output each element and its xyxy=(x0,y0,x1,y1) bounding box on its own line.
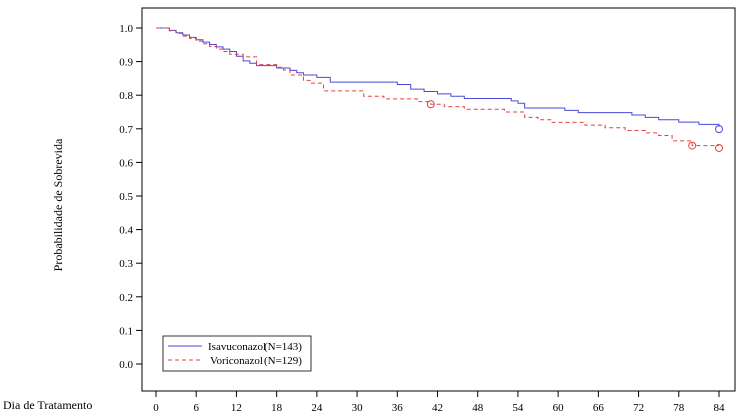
x-tick-label: 84 xyxy=(714,402,726,414)
x-tick-label: 54 xyxy=(512,402,524,414)
y-tick-label: 0.9 xyxy=(119,57,133,69)
x-tick-label: 24 xyxy=(311,402,323,414)
x-tick-label: 60 xyxy=(553,402,565,414)
x-tick-label: 30 xyxy=(352,402,364,414)
x-tick-label: 6 xyxy=(193,402,199,414)
y-tick-label: 0.3 xyxy=(119,258,133,270)
y-tick-label: 0.8 xyxy=(119,90,133,102)
y-axis: 0.0 0.1 0.2 0.3 0.4 0.5 0.6 0.7 0.8 0.9 1.0 xyxy=(119,8,143,391)
censor-marker-voriconazol xyxy=(715,143,723,152)
x-tick-label: 0 xyxy=(153,402,159,414)
x-tick-label: 12 xyxy=(231,402,242,414)
legend-box xyxy=(162,335,312,372)
y-tick-label: 0.5 xyxy=(119,191,133,203)
legend-n-isavuconazol: (N=143) xyxy=(264,341,302,353)
censor-markers xyxy=(426,100,723,152)
series-line-voriconazol xyxy=(156,27,719,147)
legend-label-isavuconazol: Isavuconazol xyxy=(208,341,266,353)
y-tick-label: 0.2 xyxy=(119,292,133,304)
y-tick-label: 1.0 xyxy=(119,23,133,35)
y-tick-label: 0.1 xyxy=(119,325,133,337)
y-tick-label: 0.4 xyxy=(119,225,133,237)
censor-marker-voriconazol xyxy=(688,141,697,150)
x-tick-label: 78 xyxy=(673,402,685,414)
legend-n-voriconazol: (N=129) xyxy=(264,355,302,367)
y-tick-label: 0.7 xyxy=(119,124,133,136)
x-tick-label: 18 xyxy=(271,402,283,414)
x-axis-label: Dia de Tratamento xyxy=(3,398,92,412)
x-tick-label: 42 xyxy=(432,402,443,414)
x-tick-label: 72 xyxy=(633,402,644,414)
series-layer xyxy=(156,27,720,147)
y-tick-label: 0.6 xyxy=(119,157,133,169)
censor-marker-isavuconazol xyxy=(715,125,723,134)
x-tick-label: 48 xyxy=(472,402,484,414)
x-axis: 0 6 12 18 24 30 36 42 48 54 60 66 72 78 84 xyxy=(153,391,725,414)
x-tick-label: 66 xyxy=(593,402,605,414)
legend-label-voriconazol: Voriconazol xyxy=(210,355,263,367)
x-tick-label: 36 xyxy=(392,402,404,414)
censor-marker-voriconazol xyxy=(426,100,435,109)
y-axis-label: Probabilidade de Sobrevida xyxy=(51,138,65,271)
y-tick-label: 0.0 xyxy=(119,359,133,371)
series-line-isavuconazol xyxy=(156,27,720,127)
plot-frame xyxy=(141,7,736,392)
legend: Isavuconazol (N=143) Voriconazol (N=129) xyxy=(162,335,312,372)
